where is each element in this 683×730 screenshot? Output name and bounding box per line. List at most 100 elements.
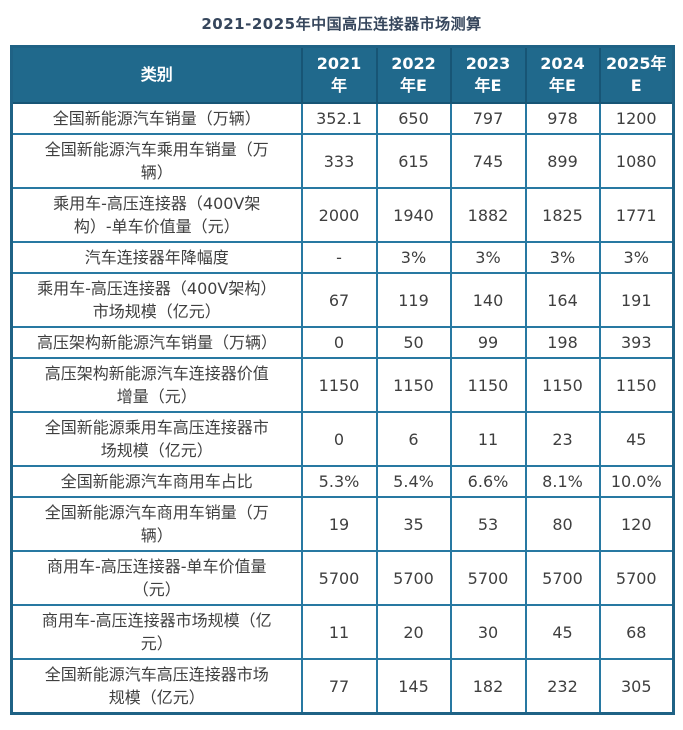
row-label-cell: 乘用车-高压连接器（400V架构）市场规模（亿元） [10, 272, 303, 328]
header-line: 2024 [540, 54, 585, 73]
value-cell: 2000 [300, 187, 378, 243]
value-cell: 305 [598, 658, 675, 715]
table-row: 乘用车-高压连接器（400V架构）市场规模（亿元） 67 119 140 164 191 [10, 272, 675, 328]
row-label-cell: 全国新能源乘用车高压连接器市场规模（亿元） [10, 411, 303, 467]
value-cell: 1150 [449, 357, 527, 413]
value-cell: 191 [598, 272, 675, 328]
value-cell: - [300, 241, 378, 274]
value-cell: 145 [375, 658, 452, 715]
value-cell: 1200 [598, 102, 675, 135]
value-cell: 232 [524, 658, 601, 715]
value-cell: 352.1 [300, 102, 378, 135]
header-line: E [630, 76, 642, 95]
row-label-cell: 全国新能源汽车商用车占比 [10, 465, 303, 498]
value-cell: 30 [449, 604, 527, 660]
row-label-cell: 乘用车-高压连接器（400V架构）-单车价值量（元） [10, 187, 303, 243]
value-cell: 6.6% [449, 465, 527, 498]
header-line: 2022 [391, 54, 436, 73]
value-cell: 45 [598, 411, 675, 467]
row-label-cell: 汽车连接器年降幅度 [10, 241, 303, 274]
table-row: 高压架构新能源汽车连接器价值增量（元） 1150 1150 1150 1150 1150 [10, 357, 675, 413]
value-cell: 198 [524, 326, 601, 359]
value-cell: 45 [524, 604, 601, 660]
year-column-header: 2022 年E [375, 45, 452, 104]
value-cell: 99 [449, 326, 527, 359]
value-cell: 68 [598, 604, 675, 660]
table-row: 全国新能源汽车商用车销量（万辆） 19 35 53 80 120 [10, 496, 675, 552]
header-line: 2021 [316, 54, 362, 73]
value-cell: 67 [300, 272, 378, 328]
header-line: 2023 [465, 54, 511, 73]
table-body: 全国新能源汽车销量（万辆） 352.1 650 797 978 1200 全国新能源汽车乘用… [10, 102, 675, 715]
value-cell: 80 [524, 496, 601, 552]
year-column-header: 2023 年E [449, 45, 527, 104]
value-cell: 1150 [375, 357, 452, 413]
value-cell: 650 [375, 102, 452, 135]
row-label-cell: 全国新能源汽车高压连接器市场规模（亿元） [10, 658, 303, 715]
table-row: 全国新能源汽车商用车占比 5.3% 5.4% 6.6% 8.1% 10.0% [10, 465, 675, 498]
value-cell: 1882 [449, 187, 527, 243]
row-label-cell: 全国新能源汽车乘用车销量（万辆） [10, 133, 303, 189]
row-label-cell: 全国新能源汽车商用车销量（万辆） [10, 496, 303, 552]
value-cell: 3% [598, 241, 675, 274]
value-cell: 5700 [449, 550, 527, 606]
year-column-header: 2021 年 [300, 45, 378, 104]
header-line: 年E [549, 76, 576, 95]
table-row: 全国新能源汽车销量（万辆） 352.1 650 797 978 1200 [10, 102, 675, 135]
value-cell: 978 [524, 102, 601, 135]
value-cell: 1771 [598, 187, 675, 243]
table-row: 全国新能源汽车乘用车销量（万辆） 333 615 745 899 1080 [10, 133, 675, 189]
value-cell: 5700 [375, 550, 452, 606]
row-label-cell: 商用车-高压连接器市场规模（亿元） [10, 604, 303, 660]
value-cell: 3% [449, 241, 527, 274]
row-label-cell: 高压架构新能源汽车销量（万辆） [10, 326, 303, 359]
value-cell: 140 [449, 272, 527, 328]
value-cell: 5.3% [300, 465, 378, 498]
value-cell: 3% [524, 241, 601, 274]
value-cell: 23 [524, 411, 601, 467]
row-label-cell: 商用车-高压连接器-单车价值量（元） [10, 550, 303, 606]
value-cell: 11 [449, 411, 527, 467]
header-line: 类别 [140, 65, 173, 84]
value-cell: 164 [524, 272, 601, 328]
value-cell: 182 [449, 658, 527, 715]
table-row: 汽车连接器年降幅度 -3% 3% 3% 3% [10, 241, 675, 274]
table-row: 高压架构新能源汽车销量（万辆） 0 50 99 198 393 [10, 326, 675, 359]
chart-title: 2021-2025年中国高压连接器市场测算 [201, 15, 482, 33]
table-row: 全国新能源汽车高压连接器市场规模（亿元） 77 145 182 232 305 [10, 658, 675, 715]
value-cell: 8.1% [524, 465, 601, 498]
header-line: 年E [400, 76, 427, 95]
value-cell: 19 [300, 496, 378, 552]
table-row: 乘用车-高压连接器（400V架构）-单车价值量（元） 2000 1940 1882 18… [10, 187, 675, 243]
value-cell: 119 [375, 272, 452, 328]
value-cell: 10.0% [598, 465, 675, 498]
row-label-cell: 高压架构新能源汽车连接器价值增量（元） [10, 357, 303, 413]
category-column-header: 类别 [10, 45, 303, 104]
value-cell: 20 [375, 604, 452, 660]
table-row: 商用车-高压连接器-单车价值量（元） 5700 5700 5700 5700 5700 [10, 550, 675, 606]
value-cell: 745 [449, 133, 527, 189]
header-line: 2025年 [605, 54, 667, 73]
header-row: 类别 2021 年 2022 年E 2023 年E 2024 年E 2025年 E [10, 45, 675, 104]
value-cell: 53 [449, 496, 527, 552]
header-line: 年 [330, 76, 347, 95]
value-cell: 1150 [300, 357, 378, 413]
value-cell: 1150 [524, 357, 601, 413]
value-cell: 899 [524, 133, 601, 189]
table-row: 商用车-高压连接器市场规模（亿元） 11 20 30 45 68 [10, 604, 675, 660]
value-cell: 0 [300, 411, 378, 467]
value-cell: 797 [449, 102, 527, 135]
value-cell: 6 [375, 411, 452, 467]
value-cell: 120 [598, 496, 675, 552]
market-forecast-table: 类别 2021 年 2022 年E 2023 年E 2024 年E 2025年 E 全国新能源汽车销… [10, 45, 675, 715]
value-cell: 5700 [524, 550, 601, 606]
value-cell: 1825 [524, 187, 601, 243]
table-header: 类别 2021 年 2022 年E 2023 年E 2024 年E 2025年 E [10, 45, 675, 104]
value-cell: 5700 [300, 550, 378, 606]
value-cell: 1080 [598, 133, 675, 189]
year-column-header: 2024 年E [524, 45, 601, 104]
value-cell: 615 [375, 133, 452, 189]
value-cell: 0 [300, 326, 378, 359]
value-cell: 11 [300, 604, 378, 660]
